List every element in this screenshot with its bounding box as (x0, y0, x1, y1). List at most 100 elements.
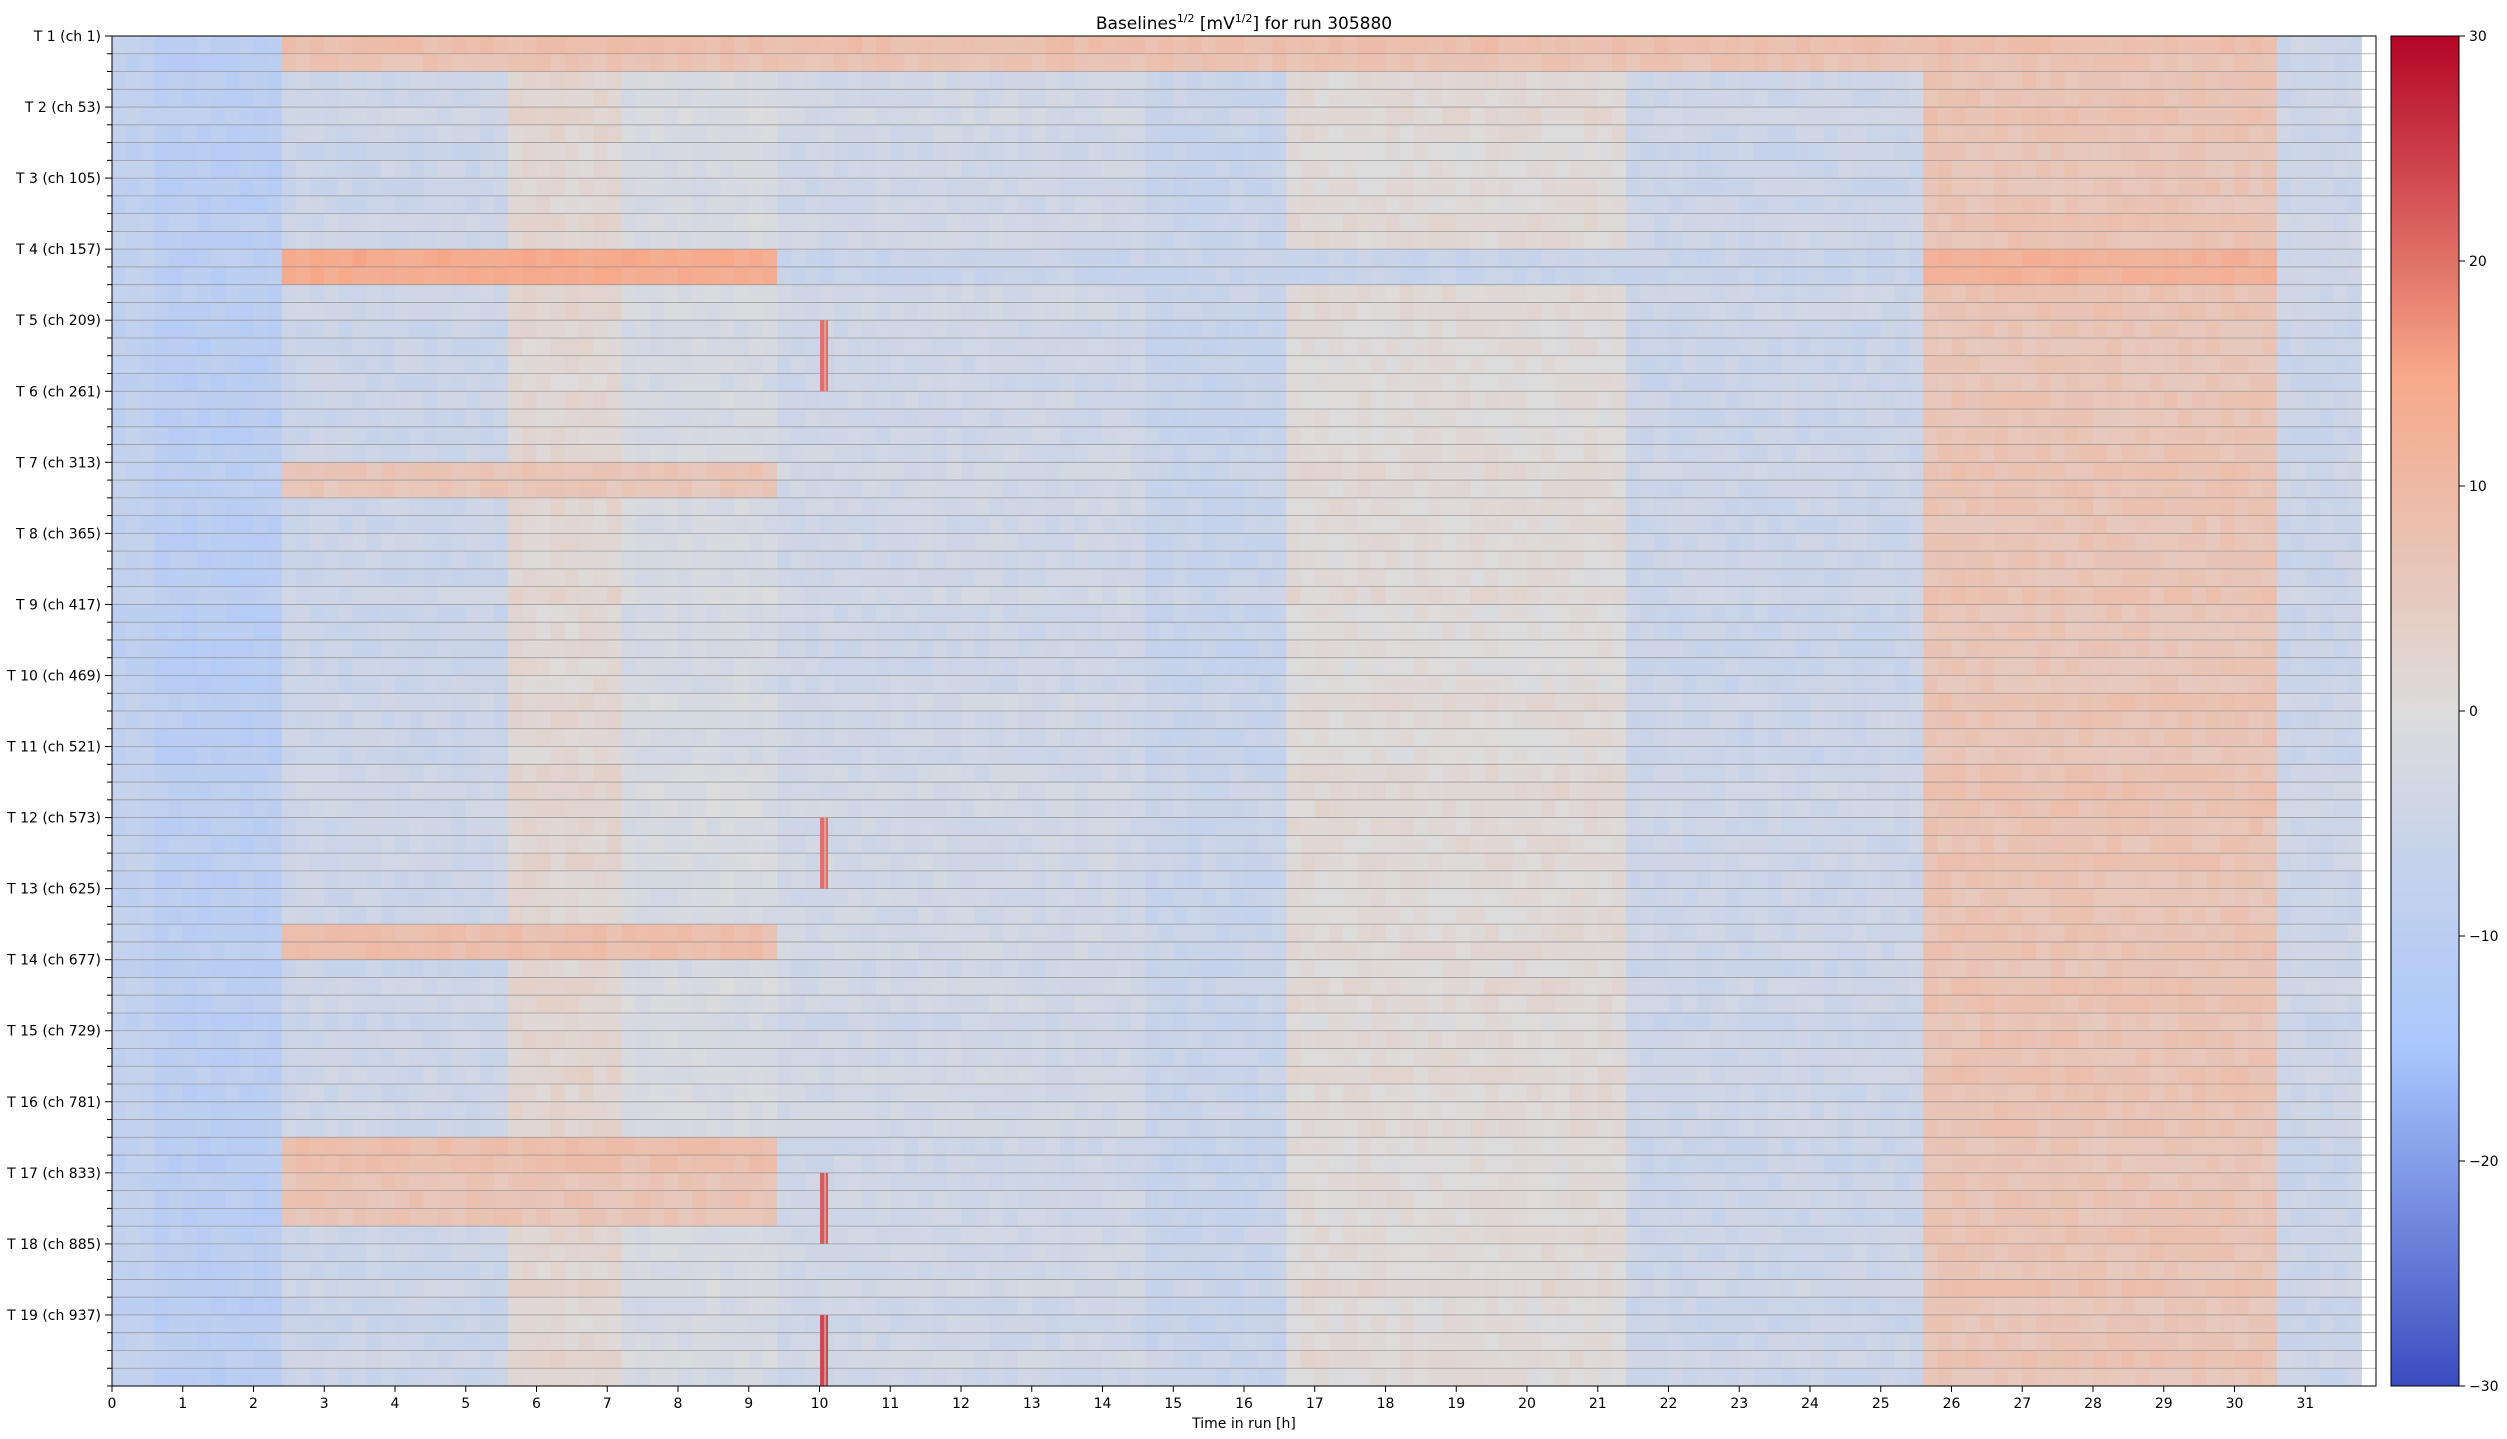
heatmap-cell (211, 586, 226, 606)
heatmap-cell (395, 53, 410, 73)
heatmap-cell (1810, 266, 1825, 286)
heatmap-cell (1017, 36, 1033, 55)
heatmap-cell (211, 568, 226, 588)
heatmap-cell (211, 409, 226, 428)
heatmap-cell (946, 497, 962, 517)
heatmap-cell (819, 142, 835, 161)
heatmap-cell (2262, 53, 2278, 73)
heatmap-cell (2276, 320, 2292, 339)
heatmap-cell (1314, 302, 1330, 321)
heatmap-cell (1244, 195, 1259, 215)
heatmap-cell (2177, 178, 2193, 197)
heatmap-cell (1371, 373, 1387, 392)
heatmap-cell (2262, 302, 2278, 321)
heatmap-cell (1116, 249, 1132, 268)
heatmap-cell (1427, 195, 1443, 215)
heatmap-cell (1498, 551, 1514, 570)
heatmap-cell (253, 53, 269, 73)
heatmap-cell (1286, 302, 1302, 321)
heatmap-cell (1244, 426, 1259, 446)
heatmap-cell (649, 391, 665, 410)
heatmap-cell (1116, 213, 1132, 232)
heatmap-cell (2135, 266, 2151, 286)
heatmap-cell (621, 249, 637, 268)
heatmap-cell (2276, 142, 2292, 161)
heatmap-cell (295, 89, 311, 108)
heatmap-cell (295, 515, 311, 534)
heatmap-cell (1753, 266, 1769, 286)
heatmap-cell (1187, 409, 1203, 428)
heatmap-cell (295, 391, 311, 410)
heatmap-cell (1555, 373, 1571, 392)
heatmap-cell (1739, 284, 1754, 304)
heatmap-cell (621, 53, 637, 73)
heatmap-cell (2220, 124, 2236, 144)
heatmap-cell (1739, 107, 1754, 126)
heatmap-cell (1258, 124, 1273, 144)
heatmap-cell (281, 71, 297, 90)
heatmap-cell (1894, 178, 1910, 197)
heatmap-cell (975, 462, 990, 481)
heatmap-cell (1909, 533, 1924, 552)
heatmap-cell (1710, 89, 1726, 108)
heatmap-cell (1993, 107, 2009, 126)
heatmap-cell (748, 391, 764, 410)
heatmap-cell (2305, 391, 2320, 410)
heatmap-cell (692, 462, 707, 481)
heatmap-cell (225, 373, 240, 392)
heatmap-cell (946, 36, 962, 55)
heatmap-cell (762, 231, 778, 250)
heatmap-cell (1512, 231, 1528, 250)
heatmap-cell (1385, 568, 1401, 588)
heatmap-cell (112, 391, 127, 410)
heatmap-cell (932, 36, 948, 55)
heatmap-cell (1442, 107, 1457, 126)
heatmap-cell (1116, 89, 1132, 108)
heatmap-cell (819, 213, 835, 232)
heatmap-cell (692, 515, 707, 534)
heatmap-cell (1965, 231, 1981, 250)
heatmap-cell (1300, 533, 1316, 552)
heatmap-cell (1442, 195, 1457, 215)
heatmap-cell (833, 515, 849, 534)
heatmap-cell (1314, 551, 1330, 570)
heatmap-cell (593, 337, 608, 357)
heatmap-cell (196, 71, 212, 90)
heatmap-cell (1159, 568, 1174, 588)
heatmap-cell (1130, 142, 1146, 161)
heatmap-cell (1498, 124, 1514, 144)
heatmap-cell (522, 178, 538, 197)
heatmap-cell (1187, 284, 1203, 304)
heatmap-cell (861, 178, 877, 197)
heatmap-cell (126, 515, 141, 534)
heatmap-cell (239, 409, 255, 428)
heatmap-cell (1413, 107, 1429, 126)
heatmap-cell (1725, 462, 1740, 481)
heatmap-cell (1215, 480, 1231, 499)
heatmap-cell (267, 444, 283, 463)
heatmap-cell (1300, 89, 1316, 108)
heatmap-cell (1116, 320, 1132, 339)
heatmap-cell (1894, 515, 1910, 534)
heatmap-cell (649, 178, 665, 197)
heatmap-cell (409, 568, 424, 588)
heatmap-cell (1314, 373, 1330, 392)
heatmap-cell (494, 426, 509, 446)
heatmap-cell (1343, 231, 1358, 250)
heatmap-cell (1753, 213, 1769, 232)
heatmap-cell (211, 213, 226, 232)
heatmap-cell (1527, 266, 1542, 286)
heatmap-cell (2276, 249, 2292, 268)
heatmap-cell (678, 71, 693, 90)
heatmap-cell (819, 284, 835, 304)
heatmap-cell (140, 497, 156, 517)
heatmap-cell (395, 249, 410, 268)
heatmap-cell (2234, 107, 2250, 126)
heatmap-cell (1116, 462, 1132, 481)
heatmap-cell (253, 515, 269, 534)
heatmap-cell (1795, 142, 1811, 161)
heatmap-cell (1527, 320, 1542, 339)
heatmap-cell (564, 266, 580, 286)
heatmap-cell (2192, 462, 2207, 481)
heatmap-cell (578, 480, 594, 499)
